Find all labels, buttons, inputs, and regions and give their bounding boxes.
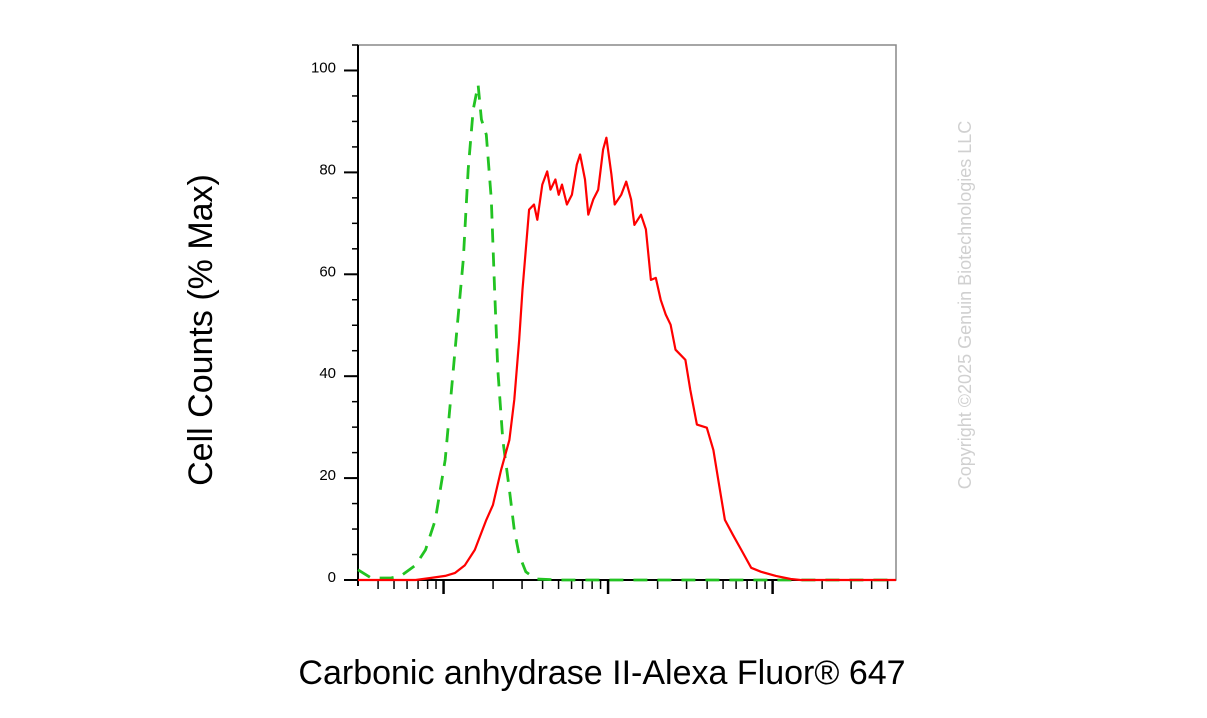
y-axis-label: Cell Counts (% Max): [182, 174, 220, 486]
histogram-line: [357, 83, 896, 582]
y-tick-label: 100: [311, 59, 336, 76]
y-tick-label: 60: [319, 263, 336, 280]
y-tick-label: 20: [319, 467, 336, 484]
x-axis-label: Carbonic anhydrase II-Alexa Fluor® 647: [298, 654, 905, 692]
watermark: Copyright ©2025 Genuin Biotechnologies L…: [955, 121, 975, 490]
histogram-line: [358, 136, 896, 582]
y-tick-label: 0: [328, 569, 336, 586]
y-tick-label: 40: [319, 365, 336, 382]
y-tick-label: 80: [319, 161, 336, 178]
